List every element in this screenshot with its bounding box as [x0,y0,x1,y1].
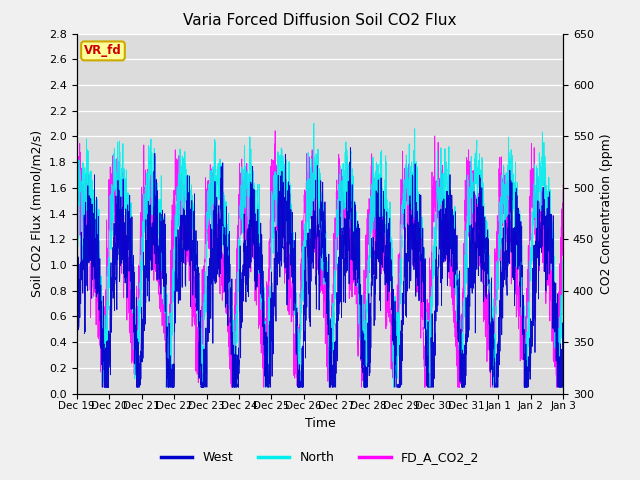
X-axis label: Time: Time [305,417,335,430]
Y-axis label: CO2 Concentration (ppm): CO2 Concentration (ppm) [600,133,612,294]
Y-axis label: Soil CO2 Flux (mmol/m2/s): Soil CO2 Flux (mmol/m2/s) [31,130,44,297]
Legend: West, North, FD_A_CO2_2: West, North, FD_A_CO2_2 [156,446,484,469]
Title: Varia Forced Diffusion Soil CO2 Flux: Varia Forced Diffusion Soil CO2 Flux [183,13,457,28]
Text: VR_fd: VR_fd [84,44,122,58]
